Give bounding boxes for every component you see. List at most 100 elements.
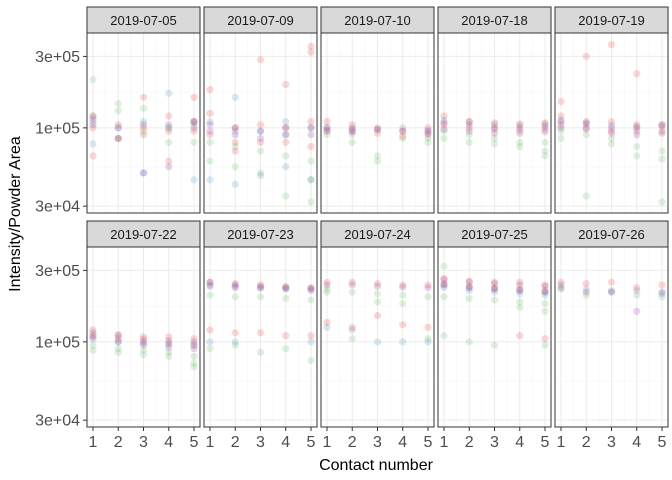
data-point — [307, 285, 315, 293]
data-point — [490, 285, 499, 293]
data-point — [424, 293, 432, 301]
data-point — [206, 326, 214, 334]
data-point — [89, 329, 97, 337]
data-point — [231, 284, 239, 292]
data-point — [582, 52, 590, 61]
data-point — [424, 284, 432, 292]
data-point — [465, 284, 473, 292]
x-tick-label: 5 — [658, 434, 667, 451]
data-point — [516, 142, 524, 151]
data-point — [399, 127, 407, 135]
data-point — [607, 40, 616, 49]
data-point — [139, 118, 148, 126]
data-point — [190, 176, 198, 184]
data-point — [399, 300, 407, 308]
data-point — [607, 288, 616, 296]
data-point — [165, 121, 173, 129]
data-point — [557, 121, 565, 129]
data-point — [256, 171, 265, 180]
facet-label: 2019-07-23 — [227, 227, 294, 242]
data-point — [256, 127, 265, 135]
data-point — [307, 198, 315, 206]
data-point — [206, 345, 214, 353]
facet-label: 2019-07-24 — [344, 227, 411, 242]
data-point — [582, 125, 590, 133]
data-point — [607, 134, 616, 143]
data-point — [516, 120, 524, 128]
data-point — [582, 131, 590, 139]
data-point — [190, 138, 198, 146]
data-point — [307, 157, 315, 165]
x-tick-label: 5 — [190, 434, 199, 451]
data-point — [231, 341, 239, 349]
data-point — [465, 127, 473, 135]
data-point — [490, 134, 499, 143]
panel-border — [320, 32, 435, 214]
data-point — [557, 127, 565, 135]
x-tick-label: 1 — [440, 434, 449, 451]
x-axis-title: Contact number — [319, 457, 434, 474]
data-point — [373, 290, 382, 298]
data-point — [440, 127, 448, 135]
data-point — [607, 129, 616, 137]
data-point — [282, 284, 290, 292]
data-point — [307, 332, 315, 340]
data-point — [516, 286, 524, 295]
data-point — [607, 286, 616, 295]
data-point — [256, 282, 265, 290]
data-point — [307, 176, 315, 184]
x-tick-label: 5 — [541, 434, 550, 451]
data-point — [165, 127, 173, 135]
x-tick-label: 1 — [206, 434, 215, 451]
data-point — [323, 285, 331, 293]
data-point — [348, 121, 356, 129]
data-point — [282, 152, 290, 160]
data-point — [557, 281, 565, 289]
data-point — [165, 124, 173, 132]
data-point — [114, 124, 122, 132]
data-point — [282, 285, 290, 293]
data-point — [231, 142, 239, 151]
data-point — [373, 279, 382, 288]
data-point — [307, 142, 315, 151]
data-point — [165, 112, 173, 120]
data-point — [465, 282, 473, 290]
data-point — [190, 121, 198, 129]
data-point — [541, 120, 549, 128]
data-point — [256, 284, 265, 292]
data-point — [307, 338, 315, 346]
data-point — [633, 307, 641, 315]
data-point — [541, 288, 549, 296]
data-point — [282, 345, 290, 353]
data-point — [139, 346, 148, 354]
data-point — [658, 121, 666, 129]
data-point — [607, 278, 616, 286]
data-point — [465, 131, 473, 139]
data-point — [231, 293, 239, 301]
data-point — [206, 138, 214, 146]
data-point — [465, 118, 473, 126]
data-point — [373, 298, 382, 306]
data-point — [190, 118, 198, 126]
y-tick-label: 3e+04 — [35, 413, 80, 430]
data-point — [89, 112, 97, 120]
x-tick-label: 2 — [348, 434, 357, 451]
data-point — [256, 138, 265, 146]
data-point — [348, 131, 356, 139]
data-point — [516, 278, 524, 286]
data-point — [516, 281, 524, 289]
data-point — [541, 300, 549, 308]
data-point — [89, 346, 97, 354]
facet-panel: 2019-07-22 3e+04 1e+05 3e+05 1 2 3 4 5 — [35, 220, 201, 451]
x-tick-label: 3 — [607, 434, 616, 451]
data-point — [231, 180, 239, 188]
data-point — [465, 138, 473, 146]
data-point — [658, 127, 666, 135]
data-point — [582, 120, 590, 128]
data-point — [307, 284, 315, 292]
data-point — [582, 124, 590, 132]
data-point — [307, 284, 315, 292]
data-point — [633, 122, 641, 131]
data-point — [89, 121, 97, 129]
panel-border — [86, 32, 201, 214]
